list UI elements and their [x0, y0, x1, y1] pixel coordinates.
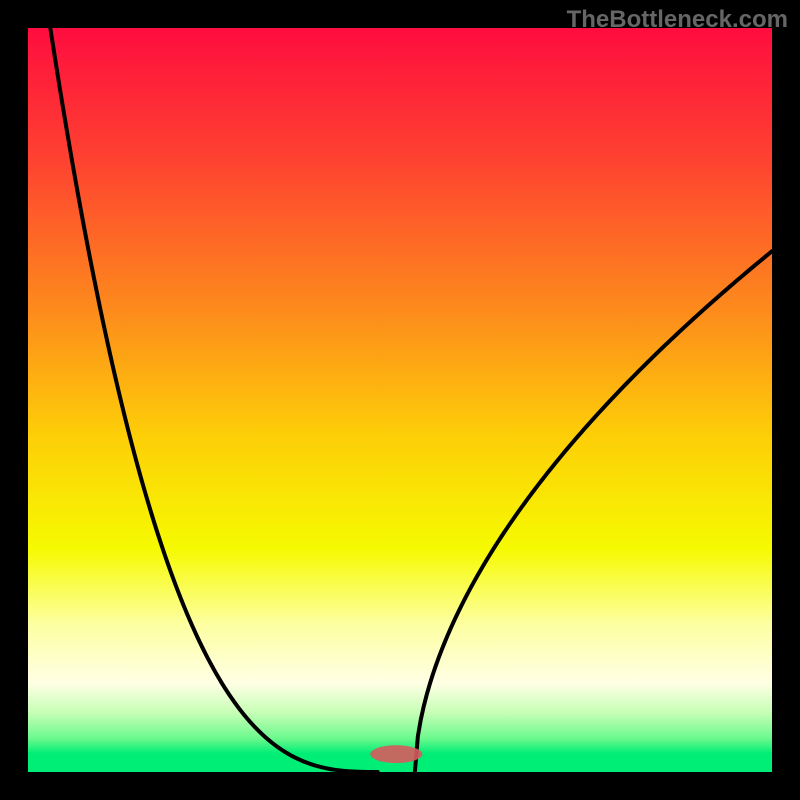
bottleneck-marker — [370, 745, 422, 763]
gradient-plot-area — [28, 28, 772, 772]
chart-container: TheBottleneck.com — [0, 0, 800, 800]
bottleneck-chart — [0, 0, 800, 800]
watermark-text: TheBottleneck.com — [567, 6, 788, 34]
